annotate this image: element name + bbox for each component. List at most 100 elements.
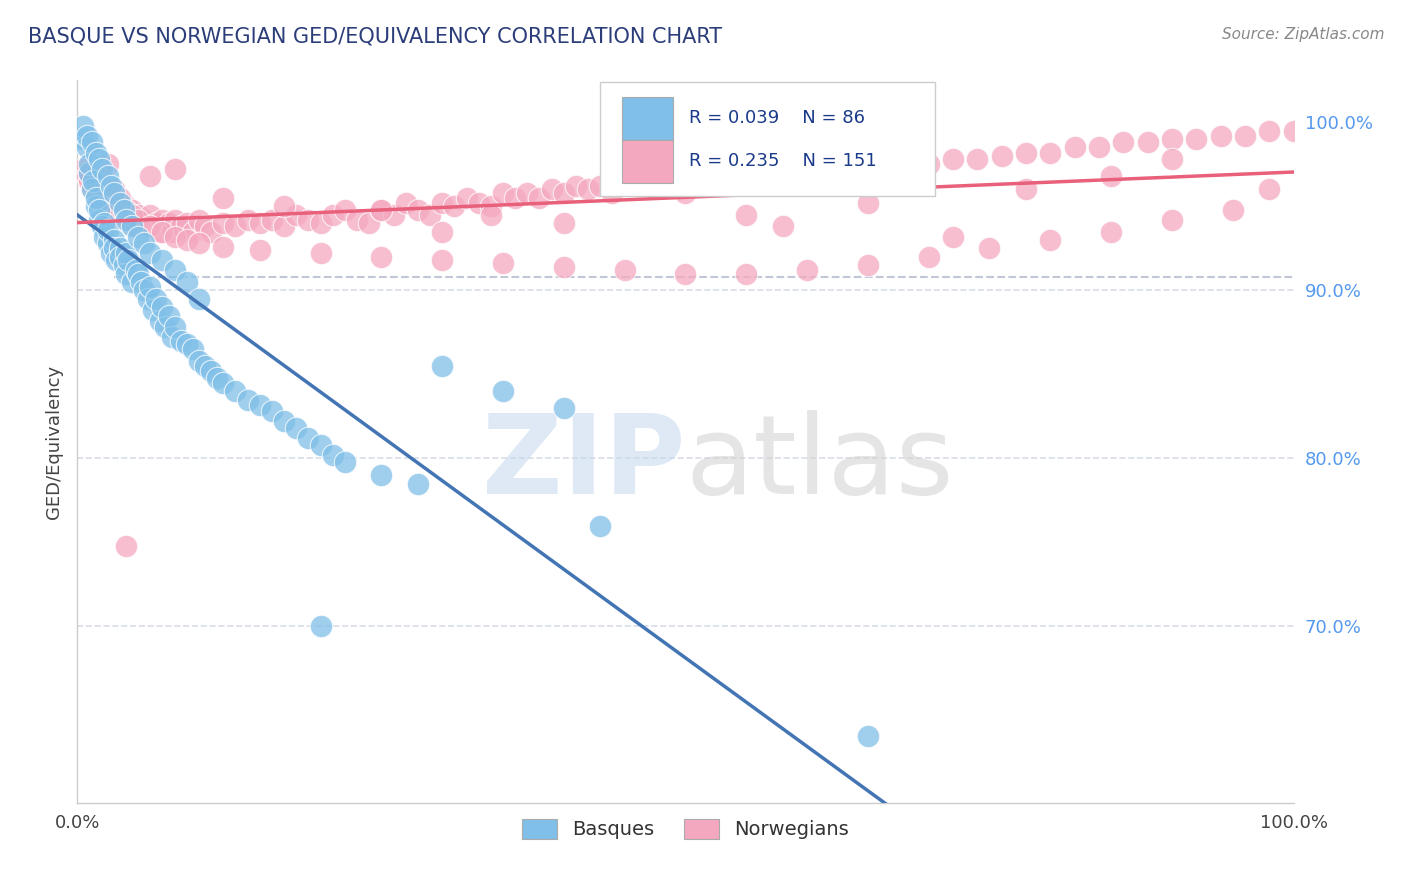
Point — [82, 174, 104, 188]
Point — [395, 196, 418, 211]
Point — [735, 208, 758, 222]
Point — [273, 414, 295, 428]
Point — [492, 256, 515, 270]
Point — [188, 236, 211, 251]
Point — [157, 216, 180, 230]
Point — [406, 476, 429, 491]
Point — [382, 208, 405, 222]
Point — [273, 219, 295, 234]
Point — [236, 392, 259, 407]
Point — [97, 196, 120, 211]
Point — [285, 421, 308, 435]
Point — [723, 174, 745, 188]
Point — [115, 199, 138, 213]
Point — [1039, 233, 1062, 247]
Point — [153, 320, 176, 334]
Point — [89, 153, 111, 167]
Point — [942, 229, 965, 244]
Point — [121, 202, 143, 217]
Point — [79, 174, 101, 188]
Point — [97, 169, 120, 183]
Point — [589, 518, 612, 533]
Point — [139, 246, 162, 260]
Text: R = 0.039    N = 86: R = 0.039 N = 86 — [689, 109, 865, 127]
Text: atlas: atlas — [686, 409, 953, 516]
Point — [97, 196, 120, 211]
Point — [127, 229, 149, 244]
Point — [675, 267, 697, 281]
Point — [224, 384, 246, 398]
Point — [333, 455, 356, 469]
Point — [127, 208, 149, 222]
Point — [80, 182, 103, 196]
Point — [127, 212, 149, 227]
Point — [553, 260, 575, 274]
Point — [84, 186, 107, 200]
Y-axis label: GED/Equivalency: GED/Equivalency — [45, 365, 63, 518]
Point — [72, 162, 94, 177]
Point — [1063, 140, 1085, 154]
Point — [121, 219, 143, 234]
Point — [79, 157, 101, 171]
FancyBboxPatch shape — [600, 82, 935, 196]
Point — [84, 191, 107, 205]
Point — [84, 145, 107, 160]
Point — [1088, 140, 1111, 154]
Point — [152, 300, 174, 314]
Point — [966, 153, 988, 167]
Point — [90, 162, 112, 177]
Point — [1222, 202, 1244, 217]
Point — [100, 179, 122, 194]
Point — [370, 250, 392, 264]
Point — [1015, 182, 1038, 196]
Point — [918, 157, 941, 171]
Point — [430, 253, 453, 268]
Point — [115, 202, 138, 217]
Point — [136, 292, 159, 306]
Point — [772, 219, 794, 234]
Point — [1099, 169, 1122, 183]
Point — [97, 223, 120, 237]
Point — [699, 169, 721, 183]
Point — [139, 169, 162, 183]
Point — [121, 208, 143, 222]
Point — [152, 225, 174, 239]
Point — [93, 229, 115, 244]
Point — [115, 246, 138, 260]
Point — [443, 199, 465, 213]
Point — [149, 313, 172, 327]
Text: BASQUE VS NORWEGIAN GED/EQUIVALENCY CORRELATION CHART: BASQUE VS NORWEGIAN GED/EQUIVALENCY CORR… — [28, 27, 723, 46]
Point — [139, 219, 162, 234]
Point — [212, 376, 235, 390]
Point — [553, 401, 575, 415]
Point — [72, 119, 94, 133]
Point — [160, 330, 183, 344]
Point — [370, 468, 392, 483]
Point — [97, 182, 120, 196]
Point — [419, 208, 441, 222]
Point — [346, 212, 368, 227]
Point — [479, 208, 502, 222]
Point — [80, 182, 103, 196]
Point — [456, 191, 478, 205]
Point — [602, 186, 624, 200]
Point — [869, 162, 891, 177]
Point — [856, 258, 879, 272]
Point — [134, 283, 156, 297]
Point — [273, 199, 295, 213]
Point — [115, 267, 138, 281]
Point — [1099, 225, 1122, 239]
Point — [125, 263, 148, 277]
Point — [103, 191, 125, 205]
Point — [108, 196, 131, 211]
Point — [990, 149, 1012, 163]
Point — [200, 364, 222, 378]
Point — [589, 179, 612, 194]
Point — [129, 275, 152, 289]
Point — [675, 186, 697, 200]
Point — [553, 216, 575, 230]
Point — [127, 267, 149, 281]
Point — [103, 241, 125, 255]
Point — [796, 162, 818, 177]
Point — [181, 342, 204, 356]
